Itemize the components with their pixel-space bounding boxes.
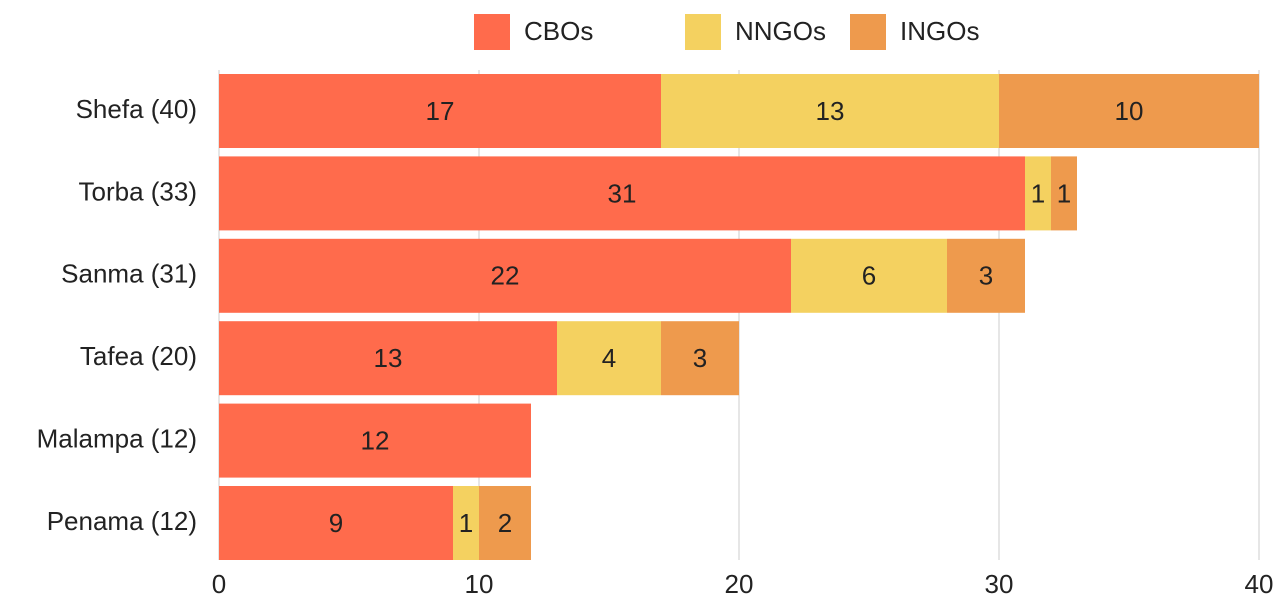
data-label: 12 <box>361 425 390 455</box>
y-tick-label: Sanma (31) <box>61 259 197 289</box>
data-label: 22 <box>491 261 520 291</box>
bar-segment <box>219 238 791 313</box>
legend-label: NNGOs <box>735 16 826 46</box>
data-label: 1 <box>459 508 473 538</box>
data-label: 1 <box>1031 178 1045 208</box>
bar-segment <box>1051 156 1077 231</box>
bar-segment <box>661 321 739 396</box>
bar-segment <box>947 238 1025 313</box>
x-tick-label: 0 <box>212 569 226 599</box>
data-label: 3 <box>693 343 707 373</box>
bar-segment <box>557 321 661 396</box>
y-tick-label: Malampa (12) <box>37 423 197 453</box>
legend-label: CBOs <box>524 16 593 46</box>
legend-label: INGOs <box>900 16 979 46</box>
bar-segment <box>219 321 557 396</box>
data-label: 10 <box>1115 96 1144 126</box>
y-tick-label: Shefa (40) <box>76 94 197 124</box>
data-label: 2 <box>498 508 512 538</box>
legend-swatch <box>850 14 886 50</box>
bar-segment <box>1025 156 1051 231</box>
x-tick-label: 10 <box>465 569 494 599</box>
bar-segment <box>999 74 1259 148</box>
legend-swatch <box>685 14 721 50</box>
data-label: 31 <box>608 178 637 208</box>
data-label: 1 <box>1057 178 1071 208</box>
bar-segment <box>791 238 947 313</box>
bar-segment <box>453 486 479 560</box>
data-label: 17 <box>426 96 455 126</box>
x-tick-label: 40 <box>1245 569 1274 599</box>
data-label: 3 <box>979 261 993 291</box>
bar-segment <box>219 486 453 560</box>
data-label: 9 <box>329 508 343 538</box>
legend-swatch <box>474 14 510 50</box>
data-label: 13 <box>374 343 403 373</box>
y-tick-label: Tafea (20) <box>80 341 197 371</box>
x-tick-label: 30 <box>985 569 1014 599</box>
bar-segment <box>219 156 1025 231</box>
x-tick-label: 20 <box>725 569 754 599</box>
data-label: 6 <box>862 261 876 291</box>
bar-segment <box>219 74 661 148</box>
bar-segment <box>661 74 999 148</box>
data-label: 4 <box>602 343 616 373</box>
bar-segment <box>219 403 531 478</box>
bar-segment <box>479 486 531 560</box>
y-tick-label: Penama (12) <box>47 506 197 536</box>
y-tick-label: Torba (33) <box>79 176 198 206</box>
data-label: 13 <box>816 96 845 126</box>
